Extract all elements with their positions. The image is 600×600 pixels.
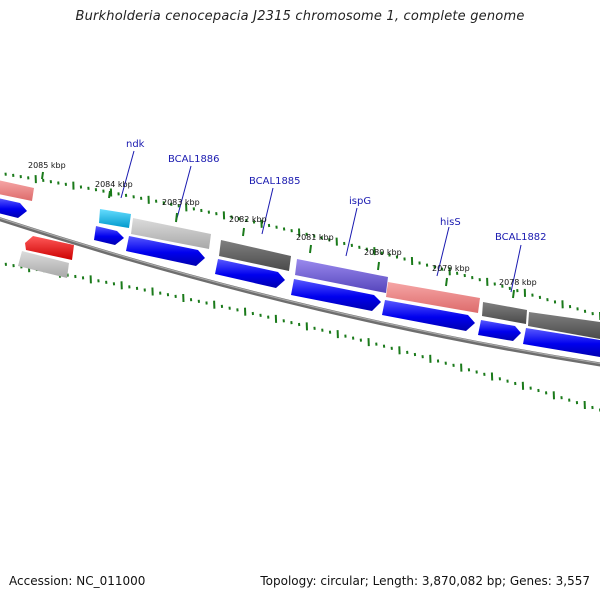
gene-feature-red-inner: [25, 236, 74, 260]
tick-label-2081: 2081 kbp: [296, 233, 334, 242]
topology-summary: Topology: circular; Length: 3,870,082 bp…: [260, 574, 590, 588]
map-title: Burkholderia cenocepacia J2315 chromosom…: [75, 9, 525, 24]
tick-label-2079: 2079 kbp: [432, 264, 470, 273]
gene-feature-pink-left: [0, 180, 34, 201]
tick-label-2080: 2080 kbp: [364, 248, 402, 257]
cds-arrow-1: [0, 198, 27, 218]
chromosome-backbone: [0, 217, 600, 367]
gc-dotted-outer: [4, 172, 600, 321]
tick-label-2082: 2082 kbp: [229, 215, 267, 224]
cds-arrow-4: [215, 259, 285, 288]
gene-feature-cyan-ndk: [99, 209, 131, 228]
accession-label: Accession: NC_011000: [9, 574, 146, 588]
tick-label-2078: 2078 kbp: [499, 278, 537, 287]
gene-feature-dark-bcal1882: [482, 302, 527, 324]
cds-arrow-6: [382, 300, 475, 331]
tick-label-2084: 2084 kbp: [95, 180, 133, 189]
cds-arrow-2: [94, 226, 124, 245]
cds-arrow-8: [523, 328, 600, 357]
cds-arrow-3: [126, 236, 205, 266]
gene-feature-dark-right: [528, 312, 600, 339]
tick-label-2083: 2083 kbp: [162, 198, 200, 207]
gene-feature-purple-ispg: [295, 259, 388, 293]
gene-label-bcal1885: BCAL1885: [249, 176, 301, 187]
gene-feature-gray-inner: [18, 251, 69, 278]
gene-feature-pink-hiss: [386, 282, 480, 313]
gene-label-ispg: ispG: [349, 196, 371, 207]
cds-arrow-5: [291, 279, 381, 311]
gc-dotted-inner: [4, 262, 600, 412]
gene-label-bcal1882: BCAL1882: [495, 232, 547, 243]
gene-feature-dark-bcal1885: [219, 240, 291, 271]
cds-arrow-7: [478, 320, 521, 341]
gene-label-bcal1886: BCAL1886: [168, 154, 220, 165]
gene-label-ndk: ndk: [126, 139, 145, 150]
gene-label-hiss: hisS: [440, 217, 461, 228]
tick-label-2085: 2085 kbp: [28, 161, 66, 170]
kbp-tick-marks: [41, 171, 515, 299]
gene-label-lines: [120, 150, 522, 293]
gene-feature-gray-bcal1886: [131, 218, 211, 249]
